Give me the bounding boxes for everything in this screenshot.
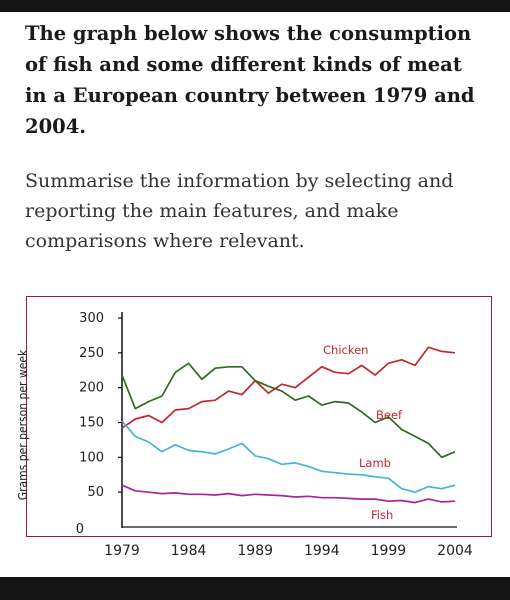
bottom-dark-strip (0, 577, 510, 600)
task-title: The graph below shows the consumption of… (25, 22, 475, 138)
chart-figure (20, 286, 492, 556)
chart-frame (26, 296, 492, 537)
top-dark-strip (0, 0, 510, 12)
task-instructions: Summarise the information by selecting a… (25, 170, 454, 252)
y-axis-label: Grams per person per week (16, 349, 30, 501)
